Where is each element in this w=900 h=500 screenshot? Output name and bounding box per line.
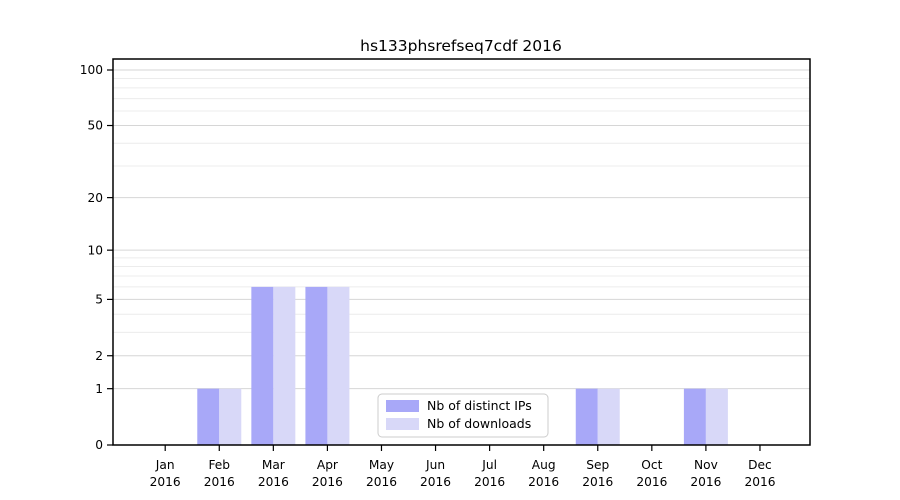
x-tick-label-year: 2016 [366,475,397,489]
bar-nb-of-downloads-mar [273,286,296,445]
legend-swatch [386,400,419,412]
x-tick-label-year: 2016 [474,475,505,489]
x-tick-label-year: 2016 [636,475,667,489]
x-tick-label-month: Jul [481,458,497,472]
legend: Nb of distinct IPs Nb of downloads [377,393,549,438]
x-tick-label-year: 2016 [690,475,721,489]
chart-title: hs133phsrefseq7cdf 2016 [360,37,562,55]
legend-swatch [386,418,419,430]
legend-label: Nb of downloads [427,416,531,431]
bar-nb-of-downloads-feb [219,388,242,445]
x-tick-label-year: 2016 [204,475,235,489]
x-tick-label-month: Apr [317,458,339,472]
x-tick-label-month: Nov [694,458,718,472]
x-tick-label-month: Sep [586,458,609,472]
x-tick-label-year: 2016 [258,475,289,489]
x-tick-label-year: 2016 [312,475,343,489]
bar-nb-of-downloads-sep [597,388,620,445]
axis-ticks [107,69,761,451]
y-tick-label: 100 [80,63,103,77]
y-tick-label: 50 [87,119,103,133]
major-gridlines [113,69,810,390]
x-tick-label-month: Feb [208,458,230,472]
bar-nb-of-distinct-ips-sep [575,388,598,445]
bar-nb-of-distinct-ips-apr [305,286,328,445]
x-tick-label-year: 2016 [528,475,559,489]
x-tick-label-year: 2016 [420,475,451,489]
x-tick-label-month: Aug [532,458,556,472]
axis-tick-labels: 0 1 2 5 10 20 50 100 Jan 2016 Feb 2016 Mar 2016 Apr 201… [80,63,776,489]
x-tick-label-year: 2016 [582,475,613,489]
x-tick-label-month: Oct [641,458,662,472]
legend-label: Nb of distinct IPs [427,398,532,413]
bar-nb-of-downloads-apr [327,286,350,445]
minor-gridlines [113,77,810,333]
x-tick-label-year: 2016 [150,475,181,489]
bar-nb-of-downloads-nov [705,388,728,445]
y-tick-label: 0 [95,438,103,452]
x-tick-label-month: Jan [155,458,175,472]
x-tick-label-month: Mar [262,458,286,472]
bars [197,286,728,445]
axes-spines [112,58,811,446]
y-tick-label: 1 [95,382,103,396]
plot-border [112,58,811,446]
bar-nb-of-distinct-ips-feb [197,388,220,445]
y-tick-label: 5 [95,293,103,307]
x-tick-label-month: May [369,458,394,472]
bar-nb-of-distinct-ips-mar [251,286,274,445]
legend-box [377,393,549,438]
bar-nb-of-distinct-ips-nov [683,388,706,445]
y-tick-label: 20 [87,191,103,205]
y-tick-label: 2 [95,349,103,363]
y-tick-label: 10 [87,243,103,257]
x-tick-label-month: Jun [425,458,445,472]
x-tick-label-year: 2016 [744,475,775,489]
x-tick-label-month: Dec [748,458,772,472]
